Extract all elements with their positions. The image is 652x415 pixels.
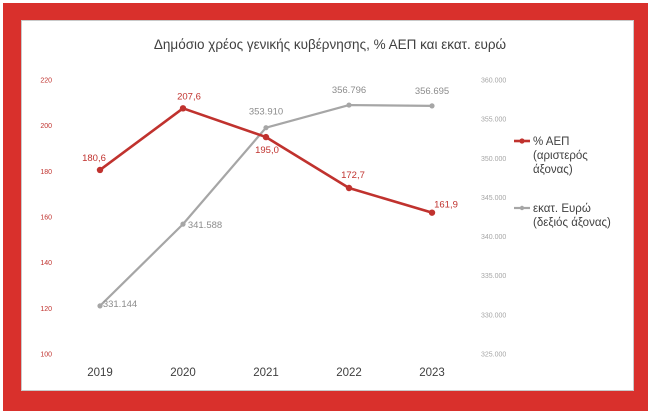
right-axis-tick-label: 325.000 [481, 352, 506, 359]
chart-area [21, 20, 634, 391]
point-million-euro [429, 103, 435, 109]
legend-label: άξονας) [533, 164, 573, 176]
legend: % ΑΕΠ (αριστερός άξονας) εκατ. Ευρώ (δεξιός … [514, 136, 611, 229]
legend-item-million-euro: εκατ. Ευρώ (δεξιός άξονας) [514, 203, 611, 229]
left-axis-ticks: 220 200 180 160 140 120 100 [40, 78, 52, 359]
left-axis-tick-label: 140 [40, 260, 52, 267]
x-axis-tick-label: 2019 [87, 367, 113, 379]
point-million-euro [263, 125, 269, 131]
point-million-euro [346, 102, 352, 108]
data-label-percent-gdp: 180,6 [82, 153, 106, 164]
point-percent-gdp [262, 133, 270, 141]
point-percent-gdp [345, 184, 353, 192]
series-percent-gdp: 180,6 207,6 195,0 172,7 161,9 [82, 91, 458, 216]
point-million-euro [97, 303, 103, 309]
x-axis-tick-label: 2021 [253, 367, 279, 379]
point-percent-gdp [428, 209, 436, 216]
data-label-million-euro: 331.144 [103, 299, 137, 310]
data-label-million-euro: 356.695 [415, 86, 449, 97]
data-label-percent-gdp: 172,7 [341, 170, 365, 181]
chart-title: Δημόσιο χρέος γενικής κυβέρνησης, % ΑΕΠ … [154, 37, 506, 52]
point-million-euro [180, 221, 186, 227]
x-axis-tick-label: 2023 [419, 367, 445, 379]
left-axis-tick-label: 220 [40, 78, 52, 85]
x-axis-tick-label: 2022 [336, 367, 362, 379]
data-label-million-euro: 353.910 [249, 107, 283, 118]
legend-marker [519, 138, 525, 144]
right-axis-tick-label: 335.000 [481, 273, 506, 280]
legend-label: (αριστερός [533, 150, 588, 162]
legend-label: (δεξιός άξονας) [533, 217, 611, 229]
point-percent-gdp [96, 166, 104, 174]
right-axis-ticks: 360.000 355.000 350.000 345.000 340.000 335.0… [481, 78, 506, 359]
point-percent-gdp [179, 105, 187, 112]
data-label-percent-gdp: 161,9 [434, 200, 458, 211]
line-percent-gdp [99, 107, 433, 214]
legend-marker [519, 205, 525, 211]
data-label-percent-gdp: 207,6 [177, 91, 201, 102]
legend-label: εκατ. Ευρώ [533, 203, 591, 215]
left-axis-tick-label: 200 [40, 123, 52, 130]
left-axis-tick-label: 120 [40, 306, 52, 313]
right-axis-tick-label: 330.000 [481, 312, 506, 319]
data-label-percent-gdp: 195,0 [255, 145, 279, 156]
left-axis-tick-label: 160 [40, 215, 52, 222]
data-label-million-euro: 356.796 [332, 85, 366, 96]
x-axis-ticks: 2019 2020 2021 2022 2023 [87, 367, 445, 379]
right-axis-tick-label: 360.000 [481, 78, 506, 85]
legend-label: % ΑΕΠ [533, 136, 569, 148]
legend-item-percent-gdp: % ΑΕΠ (αριστερός άξονας) [514, 136, 588, 176]
left-axis-tick-label: 180 [40, 169, 52, 176]
right-axis-tick-label: 340.000 [481, 234, 506, 241]
left-axis-tick-label: 100 [40, 352, 52, 359]
right-axis-tick-label: 345.000 [481, 195, 506, 202]
right-axis-tick-label: 350.000 [481, 156, 506, 163]
x-axis-tick-label: 2020 [170, 367, 196, 379]
series-million-euro: 331.144 341.588 353.910 356.796 356.695 [97, 85, 449, 310]
right-axis-tick-label: 355.000 [481, 117, 506, 124]
data-label-million-euro: 341.588 [188, 220, 222, 231]
